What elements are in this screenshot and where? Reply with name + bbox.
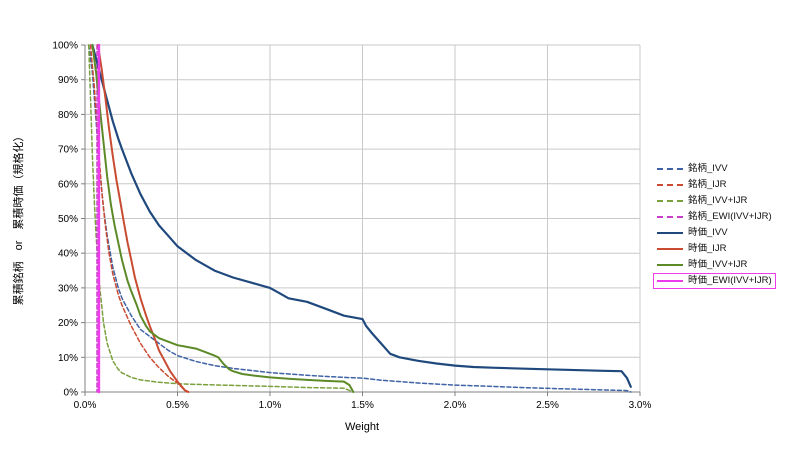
legend-item[interactable]: 銘柄_IVV	[653, 161, 776, 177]
legend-label: 時価_IVV+IJR	[688, 259, 748, 270]
series-line-時価_IVV+IJR[interactable]	[91, 44, 355, 393]
legend-line-sample	[657, 280, 683, 282]
legend-item[interactable]: 銘柄_EWI(IVV+IJR)	[653, 209, 776, 225]
y-tick-label: 40%	[58, 249, 78, 260]
legend-line-sample	[657, 264, 683, 266]
legend-label: 銘柄_EWI(IVV+IJR)	[688, 211, 772, 222]
chart-legend: 銘柄_IVV 銘柄_IJR 銘柄_IVV+IJR 銘柄_EWI(IVV+IJR) 時価_…	[653, 161, 776, 289]
y-tick-label: 10%	[58, 353, 78, 364]
legend-item[interactable]: 時価_IVV+IJR	[653, 257, 776, 273]
y-tick-label: 70%	[58, 145, 78, 156]
legend-label: 時価_IJR	[688, 243, 727, 254]
y-tick-label: 20%	[58, 318, 78, 329]
legend-line-sample	[657, 200, 683, 202]
x-tick-label: 2.0%	[444, 400, 467, 411]
y-tick-label: 50%	[58, 214, 78, 225]
y-tick-label: 80%	[58, 110, 78, 121]
x-tick-label: 3.0%	[629, 400, 652, 411]
legend-item[interactable]: 時価_IVV	[653, 225, 776, 241]
x-tick-label: 1.5%	[351, 400, 374, 411]
legend-line-sample	[657, 168, 683, 170]
legend-label: 銘柄_IVV+IJR	[688, 195, 748, 206]
legend-item[interactable]: 銘柄_IVV+IJR	[653, 193, 776, 209]
legend-item[interactable]: 時価_IJR	[653, 241, 776, 257]
series-line-銘柄_IJR[interactable]	[89, 44, 188, 393]
legend-line-sample	[657, 216, 683, 218]
y-tick-label: 100%	[52, 41, 78, 52]
legend-line-sample	[657, 184, 683, 186]
x-tick-label: 2.5%	[536, 400, 559, 411]
legend-line-sample	[657, 232, 683, 234]
x-tick-label: 1.0%	[259, 400, 282, 411]
y-tick-label: 30%	[58, 283, 78, 294]
legend-label: 銘柄_IJR	[688, 179, 727, 190]
legend-label: 銘柄_IVV	[688, 163, 728, 174]
legend-label: 時価_EWI(IVV+IJR)	[688, 275, 772, 286]
y-tick-label: 90%	[58, 75, 78, 86]
x-axis-title: Weight	[344, 421, 380, 433]
y-axis-title: 累積銘柄 or 累積時価（規格化）	[13, 130, 25, 306]
legend-label: 時価_IVV	[688, 227, 728, 238]
series-line-時価_IVV[interactable]	[91, 43, 632, 388]
legend-item[interactable]: 時価_EWI(IVV+IJR)	[653, 273, 776, 289]
y-tick-label: 0%	[64, 388, 79, 399]
legend-line-sample	[657, 248, 683, 250]
series-line-銘柄_IVV+IJR[interactable]	[87, 44, 355, 393]
legend-item[interactable]: 銘柄_IJR	[653, 177, 776, 193]
x-tick-label: 0.0%	[74, 400, 97, 411]
y-tick-label: 60%	[58, 179, 78, 190]
series-line-時価_IJR[interactable]	[97, 44, 190, 393]
x-tick-label: 0.5%	[166, 400, 189, 411]
